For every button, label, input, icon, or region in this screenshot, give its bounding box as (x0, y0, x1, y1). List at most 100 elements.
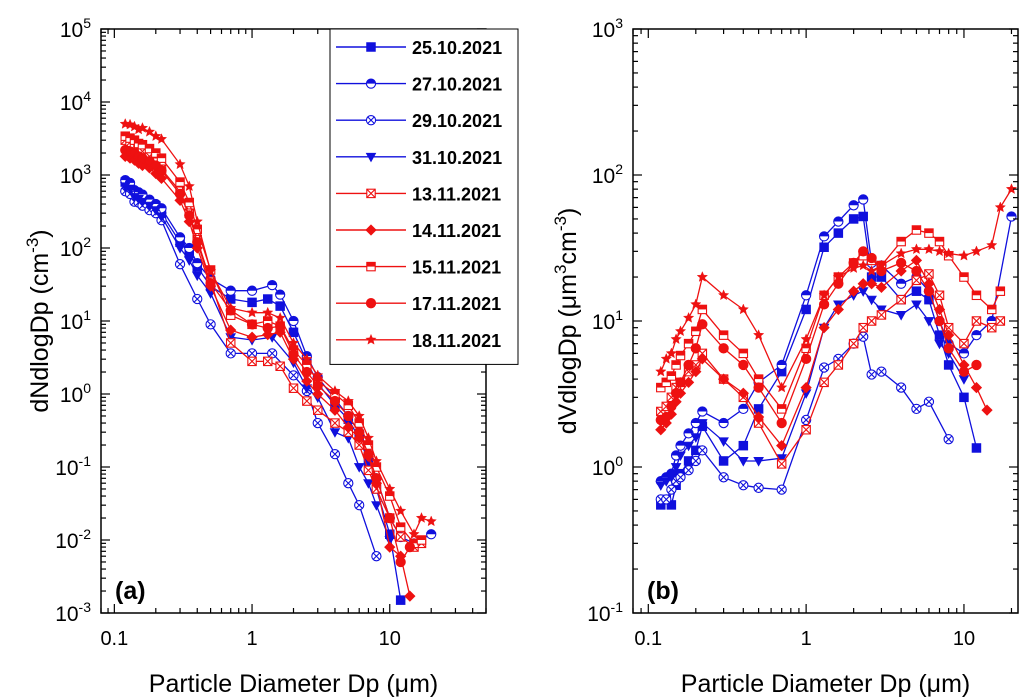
data-point-cross (275, 361, 285, 371)
data-point (225, 324, 237, 336)
data-point (150, 206, 162, 216)
data-point-fill (121, 132, 130, 137)
data-point (876, 366, 887, 377)
data-point (384, 483, 396, 494)
data-point (923, 243, 935, 255)
data-point-fill (193, 225, 202, 230)
data-point-cross (692, 457, 700, 465)
data-point (738, 440, 749, 451)
data-point (329, 404, 341, 416)
data-point (395, 556, 406, 568)
data-point-cross (971, 316, 982, 326)
y-tick-exponent: 5 (83, 15, 91, 31)
y-tick-base: 10 (592, 165, 615, 188)
data-point (971, 359, 982, 371)
data-point-fill (656, 383, 665, 388)
data-point (191, 242, 203, 254)
data-point-cross (698, 446, 706, 454)
y-tick-base: 10 (60, 238, 83, 261)
x-axis-label-unit: μm (927, 670, 962, 698)
data-point (776, 404, 787, 414)
data-point (301, 353, 313, 364)
data-point-fill (754, 374, 763, 380)
y-tick-exponent: 1 (615, 307, 623, 323)
data-point (674, 325, 687, 337)
data-point (370, 455, 383, 467)
legend-item: 17.11.2021 (336, 294, 501, 314)
data-point (924, 269, 934, 279)
data-point (717, 373, 730, 385)
data-point-fill (959, 348, 969, 354)
data-point (981, 404, 993, 416)
legend-item: 31.10.2021 (336, 148, 502, 168)
data-point (691, 326, 701, 337)
data-point (301, 375, 313, 387)
data-point (670, 333, 682, 345)
data-point-cross (176, 260, 184, 268)
data-point (971, 316, 982, 326)
data-point (353, 432, 365, 444)
data-point (697, 304, 708, 315)
data-point (776, 459, 787, 469)
y-tick-exponent: 2 (615, 161, 623, 177)
data-point-fill (247, 286, 257, 291)
data-point (800, 353, 812, 365)
y-tick-base: 10 (60, 165, 83, 188)
data-point-fill (697, 406, 707, 412)
data-point (151, 148, 161, 158)
x-axis: 0.1 1 10 (632, 29, 1013, 650)
data-point (943, 247, 955, 259)
data-point (943, 360, 954, 370)
y-axis-label-text: dVdlogDp ( (554, 309, 582, 435)
data-point (848, 338, 859, 349)
data-point (776, 440, 788, 452)
data-point-fill (676, 351, 685, 356)
data-point (923, 317, 935, 327)
data-point (671, 360, 681, 370)
data-point-fill (1006, 211, 1017, 217)
data-point (246, 319, 258, 330)
legend-item: 15.11.2021 (336, 258, 501, 278)
data-point-fill (175, 232, 185, 238)
data-point-cross (802, 416, 810, 424)
data-point (192, 237, 203, 248)
y-tick-exponent: 1 (83, 307, 91, 323)
data-point-cross (331, 450, 339, 458)
data-point-fill (355, 418, 364, 424)
data-point (275, 361, 285, 371)
data-point (986, 239, 998, 251)
data-point-cross (858, 323, 868, 333)
data-point (801, 424, 811, 435)
data-point (934, 290, 945, 301)
legend-label: 25.10.2021 (412, 38, 502, 58)
data-point (697, 406, 708, 417)
data-point-cross (911, 275, 922, 285)
data-point-fill (987, 305, 996, 310)
data-point (174, 232, 186, 243)
data-point (661, 411, 672, 423)
data-point-fill (417, 535, 426, 540)
x-tick-label: 1 (801, 628, 812, 650)
y-tick-label: 104 (60, 88, 91, 115)
y-tick-exponent: -1 (611, 599, 624, 615)
data-point (192, 258, 203, 269)
y-tick-label: 103 (592, 15, 623, 42)
data-point (683, 359, 694, 371)
data-point (818, 362, 830, 373)
y-tick-label: 101 (60, 307, 91, 334)
data-point (959, 272, 969, 282)
data-point (246, 348, 258, 359)
data-point (753, 382, 764, 393)
data-point-cross (302, 396, 312, 406)
y-tick-base: 10 (592, 457, 615, 480)
data-point (204, 265, 217, 277)
data-point-fill (671, 360, 681, 365)
data-point (895, 382, 907, 393)
data-point (247, 297, 257, 308)
data-point-cross (372, 552, 381, 560)
data-point (174, 188, 186, 200)
data-point (225, 285, 236, 296)
data-point (1005, 183, 1018, 194)
data-point-fill (987, 316, 997, 321)
data-point (848, 262, 860, 273)
